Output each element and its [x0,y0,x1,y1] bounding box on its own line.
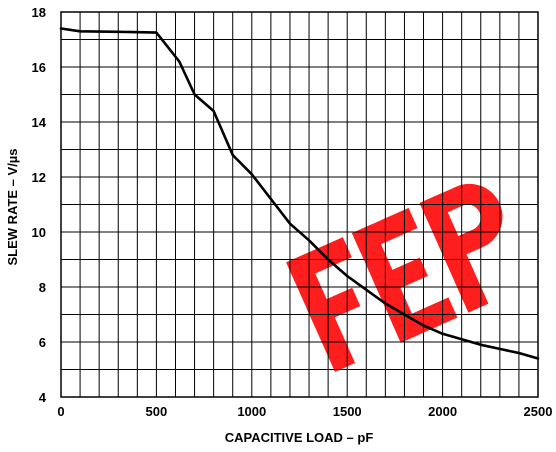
data-point [499,348,501,350]
y-tick-label: 18 [32,5,46,20]
data-point [403,313,405,316]
data-point [537,357,539,360]
watermark-e-bottom [391,297,458,343]
data-point [442,333,444,335]
data-point [308,239,310,241]
series-line [59,27,540,360]
y-tick-label: 4 [39,390,47,405]
data-point [232,154,234,156]
y-tick-label: 16 [32,60,46,75]
data-point [117,31,119,33]
data-point [289,223,291,225]
x-tick-label: 0 [57,404,64,419]
x-tick-label: 1500 [333,404,362,419]
y-tick-label: 6 [39,335,46,350]
chart-grid [60,11,539,398]
watermark-p-bowl [419,183,503,264]
x-tick-label: 2500 [524,404,553,419]
data-point [518,352,520,354]
plot-frame [60,11,539,398]
data-point [155,31,157,34]
data-point [346,275,348,277]
data-point [270,198,272,200]
x-tick-label: 2000 [428,404,457,419]
chart-series [59,27,540,360]
data-point [178,60,180,63]
data-point [461,338,463,340]
y-axis-title: SLEW RATE – V/µs [5,148,20,265]
data-point [79,30,81,32]
data-point [60,27,62,30]
watermark-e-top [351,207,418,254]
data-point [194,93,196,96]
data-point [327,258,329,261]
y-tick-label: 12 [32,170,46,185]
chart-tick-labels: 0 500 1000 1500 2000 2500 4 6 8 10 12 14 16 18 [32,5,553,419]
x-tick-label: 500 [146,404,168,419]
y-tick-label: 8 [39,280,46,295]
data-point [365,289,367,291]
data-point [384,302,386,305]
y-tick-label: 10 [32,225,46,240]
data-point [422,324,425,327]
data-point [251,173,253,175]
x-tick-label: 1000 [237,404,266,419]
data-point [480,344,482,346]
x-axis-title: CAPACITIVE LOAD – pF [225,430,374,445]
data-point [213,110,215,112]
y-tick-label: 14 [32,115,47,130]
